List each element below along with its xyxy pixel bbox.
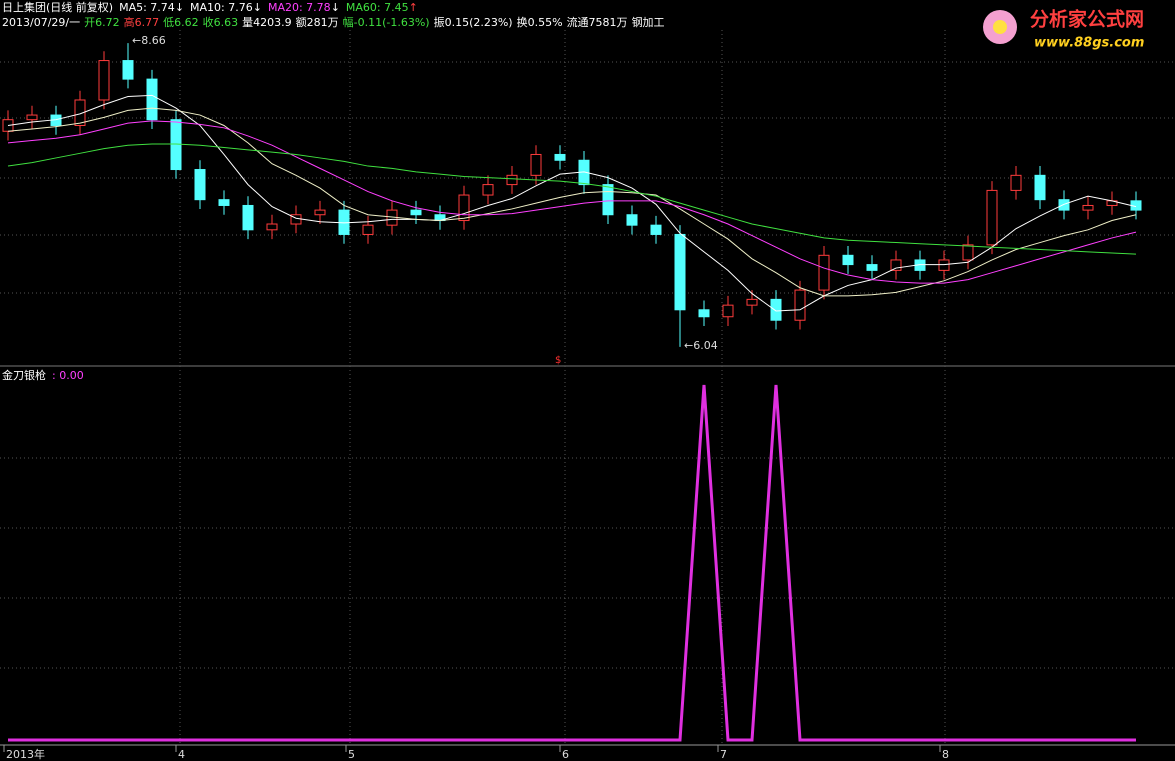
- candle-body: [74, 99, 86, 126]
- candle-body: [818, 254, 830, 291]
- header-text: 高6.77: [124, 15, 160, 29]
- indicator-value: : 0.00: [52, 369, 84, 382]
- header-text: 量4203.9: [242, 16, 292, 29]
- candle-body: [1058, 199, 1070, 211]
- header-line: 日上集团(日线 前复权) MA5: 7.74↓ MA10: 7.76↓ MA20: 7…: [2, 0, 418, 14]
- x-tick-label: 2013年: [6, 747, 45, 761]
- candle-body: [746, 298, 758, 306]
- header-text: 钢加工: [632, 16, 665, 29]
- candle-body: [986, 189, 998, 246]
- candle-body: [266, 223, 278, 231]
- header-text: 低6.62: [163, 16, 199, 29]
- logo-center: [993, 20, 1007, 34]
- header-text: ↑: [409, 1, 418, 14]
- header-text: 日上集团(日线 前复权): [2, 0, 113, 14]
- info-line: 2013/07/29/一 开6.72 高6.77 低6.62 收6.63 量4203.9 额…: [2, 15, 665, 29]
- candle-body: [722, 304, 734, 318]
- candle-body: [866, 264, 878, 271]
- candle-body: [482, 184, 494, 196]
- header-text: 额281万: [296, 16, 339, 29]
- logo: 分析家公式网 www.88gs.com: [983, 8, 1144, 51]
- header-text: 2013/07/29/一: [2, 16, 80, 29]
- header-text: 收6.63: [203, 15, 239, 29]
- x-tick-label: 6: [562, 748, 569, 761]
- header-text: MA10: 7.76: [190, 1, 253, 14]
- candle-body: [842, 254, 854, 266]
- x-tick-label: 5: [348, 748, 355, 761]
- candle-body: [938, 259, 950, 271]
- logo-url: www.88gs.com: [1034, 36, 1144, 51]
- marker: $: [555, 355, 561, 366]
- indicator-title: 金刀银枪: [2, 368, 46, 382]
- header-text: ↓: [331, 1, 340, 14]
- candle-body: [794, 289, 806, 321]
- price-annotation: ←8.66: [132, 34, 166, 47]
- candle-body: [122, 60, 134, 80]
- header-text: MA5: 7.74: [119, 1, 175, 14]
- candle-body: [362, 224, 374, 235]
- candle-body: [98, 60, 110, 101]
- candle-body: [1010, 174, 1022, 191]
- header-text: MA60: 7.45: [346, 1, 409, 14]
- header-text: ↓: [253, 1, 262, 14]
- x-tick-label: 4: [178, 748, 185, 761]
- indicator-line: [8, 384, 1136, 742]
- candle-body: [458, 194, 470, 222]
- ma-line: [7, 107, 1137, 297]
- candle-body: [1034, 174, 1046, 201]
- candle-body: [554, 153, 566, 161]
- ma-line: [7, 120, 1137, 284]
- candle-body: [698, 309, 710, 318]
- header-text: 开6.72: [84, 16, 120, 29]
- header-text: ↓: [175, 1, 184, 14]
- candle-body: [1082, 204, 1094, 211]
- candle-body: [506, 174, 518, 186]
- candle-body: [770, 298, 782, 321]
- x-tick-label: 7: [720, 748, 727, 761]
- price-annotation: ←6.04: [684, 339, 718, 352]
- header-text: MA20: 7.78: [268, 1, 331, 14]
- logo-title: 分析家公式网: [1030, 8, 1144, 31]
- header-text: 幅-0.11(-1.63%): [343, 16, 430, 29]
- candle-body: [242, 204, 254, 231]
- header-text: 振0.15(2.23%): [434, 15, 513, 29]
- candle-body: [410, 209, 422, 216]
- ma-line: [7, 143, 1137, 255]
- header-text: 流通7581万: [567, 15, 628, 29]
- candle-body: [602, 184, 614, 216]
- candle-body: [962, 244, 974, 261]
- candle-body: [314, 209, 326, 216]
- candle-body: [650, 224, 662, 235]
- candle-body: [218, 199, 230, 206]
- candle-body: [674, 233, 686, 311]
- header-text: 换0.55%: [517, 15, 563, 29]
- candle-body: [146, 78, 158, 121]
- candle-body: [26, 114, 38, 121]
- ma-line: [7, 94, 1137, 312]
- candle-body: [890, 259, 902, 271]
- x-tick-label: 8: [942, 748, 949, 761]
- candle-body: [626, 214, 638, 226]
- candle-body: [194, 169, 206, 201]
- candle-body: [530, 153, 542, 176]
